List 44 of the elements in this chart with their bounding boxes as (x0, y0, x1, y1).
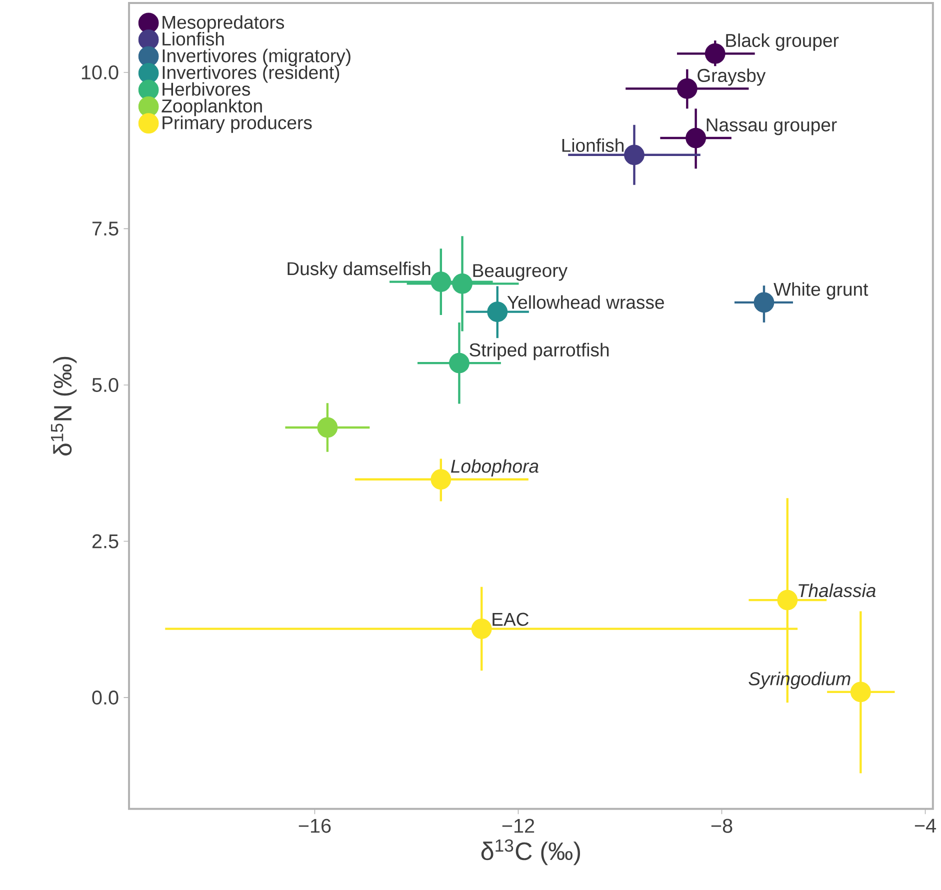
point (676, 78, 698, 99)
point (624, 144, 644, 165)
x-tick-label: −12 (502, 818, 534, 833)
y-tick-label: 10.0 (82, 65, 118, 80)
point (430, 469, 452, 490)
point (449, 352, 470, 374)
annotation: Yellowhead wrasse (507, 295, 664, 309)
y-tick-label: 2.5 (92, 534, 118, 548)
annotation: Graysby (698, 68, 766, 86)
x-tick-label: −16 (298, 818, 331, 833)
point (686, 128, 706, 148)
annotation: Lobophora (451, 459, 538, 476)
annotation: Black grouper (726, 33, 839, 51)
x-tick-label: −8 (711, 818, 732, 833)
y-tick-label: 0.0 (92, 690, 118, 704)
legend-label: Lionfish (162, 32, 224, 46)
y-axis-title: δ$^{15}$N (‰) (51, 356, 77, 456)
annotation: Lionfish (562, 138, 624, 152)
legend-label: Herbivores (162, 82, 250, 96)
point (754, 292, 774, 313)
x-tick-label: −4 (914, 818, 936, 832)
point (430, 272, 452, 292)
point (777, 590, 798, 610)
legend-label: Zooplankton (162, 98, 262, 116)
point (487, 302, 508, 322)
point (452, 273, 472, 294)
point (317, 417, 338, 438)
point (850, 682, 871, 702)
annotation: EAC (492, 612, 529, 626)
point (704, 43, 726, 64)
point (471, 618, 492, 639)
x-axis-title: δ$^{13}$C (‰) (481, 839, 580, 865)
annotation: White grunt (774, 282, 868, 300)
legend-label: Invertivores (migratory) (162, 48, 350, 66)
y-tick-label: 5.0 (92, 378, 118, 392)
legend-label: Mesopredators (162, 15, 284, 32)
y-tick-label: 7.5 (92, 222, 118, 236)
annotation: Thalassia (798, 583, 876, 598)
annotation: Dusky damselfish (288, 262, 430, 279)
legend-label: Primary producers (162, 116, 312, 133)
annotation: Beaugreory (473, 264, 568, 281)
legend-label: Invertivores (resident) (162, 65, 340, 83)
annotation: Striped parrotfish (470, 342, 609, 360)
annotation: Nassau grouper (706, 118, 837, 135)
